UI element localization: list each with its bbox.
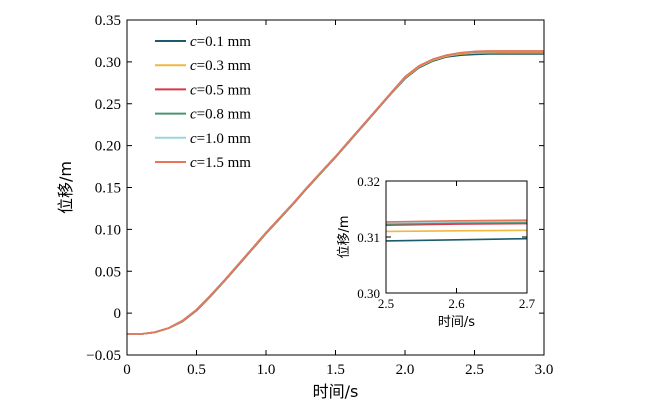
legend-label-5: c=1.0 mm — [190, 131, 251, 147]
series-line-6 — [386, 219, 527, 223]
inset-plot: 2.5 2.6 2.7 0.30 0.31 0.32 时间/s 位移/m — [337, 174, 536, 330]
x-tick-label: 2.5 — [465, 362, 484, 378]
series-group — [386, 219, 527, 242]
x-axis-title: 时间/s — [438, 315, 475, 330]
legend-value: =1.0 mm — [197, 131, 252, 147]
inset-background — [386, 181, 527, 293]
y-tick-label: 0.32 — [357, 174, 380, 189]
legend-value: =0.8 mm — [197, 107, 252, 123]
y-axis-title: 位移/m — [337, 215, 352, 258]
x-axis-title: 时间/s — [313, 382, 359, 401]
x-tick-label: 2.5 — [378, 296, 394, 311]
y-tick-label: 0.25 — [95, 97, 121, 113]
y-tick-label: 0.30 — [357, 286, 380, 301]
x-tick-label: 1.5 — [326, 362, 345, 378]
y-tick-label: −0.05 — [86, 348, 121, 364]
y-tick-label: 0.20 — [95, 139, 121, 155]
x-tick-label: 1.0 — [257, 362, 276, 378]
legend-var: c — [190, 58, 197, 74]
x-tick-label: 2.6 — [448, 296, 465, 311]
legend-var: c — [190, 107, 197, 123]
legend-label-3: c=0.5 mm — [190, 82, 251, 98]
legend-var: c — [190, 131, 197, 147]
y-tick-label: 0.30 — [95, 55, 121, 71]
y-tick-label: 0 — [114, 306, 122, 322]
y-tick-label: 0.15 — [95, 181, 121, 197]
legend-value: =0.1 mm — [197, 34, 252, 50]
legend-var: c — [190, 155, 197, 171]
legend-value: =1.5 mm — [197, 155, 252, 171]
main-plot: 0 0.5 1.0 1.5 2.0 2.5 3.0−0.0500.050.100.150.2… — [56, 13, 553, 401]
series-line-1 — [386, 237, 527, 242]
legend-label-6: c=1.5 mm — [190, 155, 251, 171]
series-line-4 — [386, 221, 527, 225]
series-group — [127, 50, 544, 335]
y-axis-title: 位移/m — [56, 161, 75, 214]
legend-label-4: c=0.8 mm — [190, 107, 251, 123]
legend-value: =0.3 mm — [197, 58, 252, 74]
legend: c=0.1 mmc=0.3 mmc=0.5 mmc=0.8 mmc=1.0 mm… — [155, 34, 251, 171]
y-tick-label: 0.10 — [95, 222, 121, 238]
legend-var: c — [190, 34, 197, 50]
y-tick-label: 0.35 — [95, 13, 121, 29]
x-tick-label: 0.5 — [187, 362, 206, 378]
x-tick-label: 2.0 — [396, 362, 415, 378]
legend-value: =0.5 mm — [197, 82, 252, 98]
y-tick-label: 0.05 — [95, 264, 121, 280]
legend-var: c — [190, 82, 197, 98]
series-line-5 — [386, 220, 527, 224]
x-tick-label: 2.7 — [519, 296, 536, 311]
x-tick-label: 0 — [123, 362, 131, 378]
legend-label-2: c=0.3 mm — [190, 58, 251, 74]
series-line-6 — [127, 50, 544, 335]
x-tick-label: 3.0 — [535, 362, 554, 378]
series-line-2 — [386, 229, 527, 233]
series-line-3 — [386, 222, 527, 227]
legend-label-1: c=0.1 mm — [190, 34, 251, 50]
y-tick-label: 0.31 — [357, 230, 380, 245]
